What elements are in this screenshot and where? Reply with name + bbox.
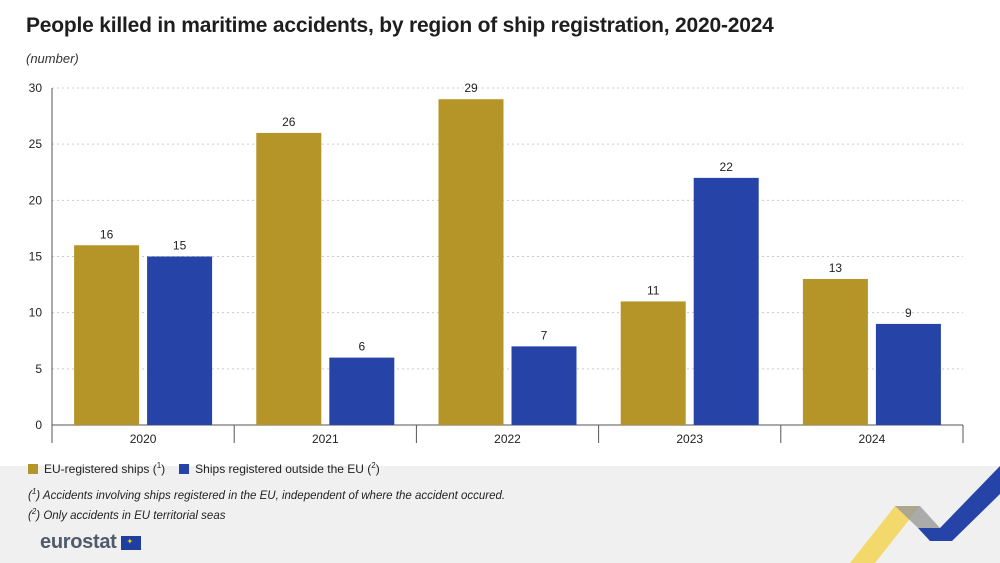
data-label-eu-2020: 16 — [100, 227, 114, 241]
data-label-non-eu-2022: 7 — [541, 328, 548, 342]
data-label-eu-2021: 26 — [282, 115, 296, 129]
footnote-1: (1) Accidents involving ships registered… — [28, 487, 506, 502]
chart-subtitle: (number) — [26, 51, 79, 66]
eu-flag-icon — [120, 535, 141, 550]
logo-text: eurostat — [40, 531, 117, 553]
data-label-eu-2023: 11 — [647, 283, 660, 297]
data-label-non-eu-2021: 6 — [358, 340, 365, 354]
x-category-label-2024: 2024 — [859, 432, 886, 446]
eurostat-logo[interactable]: eurostat — [40, 531, 141, 554]
footnotes: (1) Accidents involving ships registered… — [28, 484, 505, 524]
legend-swatch-eu — [28, 463, 38, 474]
bar-chart: 0 5 10 15 20 25 30 2020 16 15 2021 26 6 2022 29 7 2023 11… — [29, 81, 964, 446]
eurostat-ribbon-decoration — [850, 466, 1000, 563]
data-label-non-eu-2024: 9 — [905, 306, 912, 320]
data-label-non-eu-2020: 15 — [173, 239, 187, 253]
y-tick-label-25: 25 — [29, 137, 43, 151]
x-category-label-2021: 2021 — [312, 432, 339, 446]
legend-swatch-non-eu — [179, 463, 190, 474]
bar-eu-2020 — [74, 245, 140, 425]
legend-label-eu: EU-registered ships (1) — [44, 461, 166, 476]
legend: EU-registered ships (1) Ships registered… — [28, 461, 380, 476]
footer-band — [0, 466, 1000, 563]
bar-eu-2023 — [620, 301, 686, 425]
x-category-label-2020: 2020 — [130, 432, 157, 446]
bar-non-eu-2023 — [693, 177, 759, 425]
y-tick-label-5: 5 — [35, 362, 42, 376]
footnote-2: (2) Only accidents in EU territorial sea… — [28, 506, 226, 522]
x-category-label-2023: 2023 — [676, 432, 703, 446]
legend-item-eu[interactable]: EU-registered ships (1) — [28, 461, 165, 476]
data-label-eu-2024: 13 — [829, 261, 843, 275]
bar-non-eu-2024 — [875, 323, 941, 425]
bar-non-eu-2020 — [147, 256, 213, 425]
bar-non-eu-2021 — [329, 357, 395, 425]
chart-title: People killed in maritime accidents, by … — [26, 14, 774, 37]
bar-non-eu-2022 — [511, 346, 577, 425]
y-tick-label-0: 0 — [35, 418, 42, 432]
data-label-eu-2022: 29 — [464, 81, 478, 95]
y-tick-label-10: 10 — [29, 306, 43, 320]
data-label-non-eu-2023: 22 — [720, 160, 734, 174]
y-tick-label-30: 30 — [29, 81, 43, 95]
y-tick-label-20: 20 — [29, 193, 43, 207]
legend-item-non-eu[interactable]: Ships registered outside the EU (2) — [179, 461, 380, 476]
y-tick-label-15: 15 — [29, 250, 43, 264]
bar-eu-2021 — [256, 132, 322, 425]
bar-eu-2024 — [802, 278, 868, 425]
legend-label-non-eu: Ships registered outside the EU (2) — [195, 461, 380, 476]
x-category-label-2022: 2022 — [494, 432, 521, 446]
bar-eu-2022 — [438, 99, 504, 425]
